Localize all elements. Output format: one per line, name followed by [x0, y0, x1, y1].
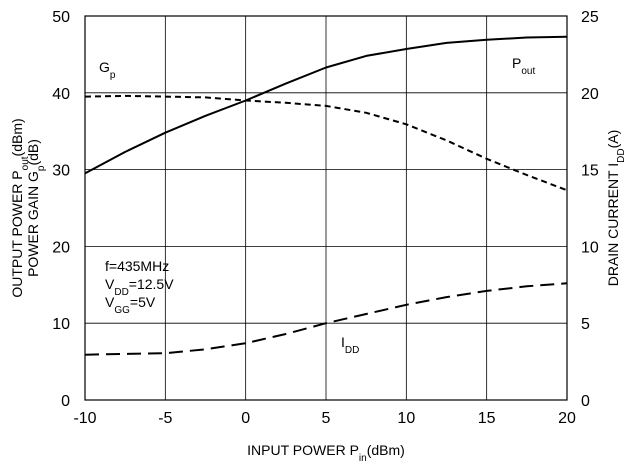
- x-tick-label: 5: [322, 410, 331, 427]
- condition-label: VDD=12.5V: [105, 276, 174, 298]
- y-left-tick-label: 30: [52, 163, 70, 180]
- x-tick-label: -5: [158, 410, 172, 427]
- plot-frame: [84, 15, 568, 401]
- tick-labels: -10 -5 0 5 10 15 20 0 10 20 30 40 50 0 5 10 15 20 25: [52, 9, 599, 427]
- series-line-i-dd: [84, 282, 568, 356]
- y-left-tick-label: 50: [52, 9, 70, 26]
- y-left-tick-label: 20: [52, 239, 70, 256]
- x-tick-label: 15: [478, 410, 496, 427]
- series-line-p-out: [84, 35, 568, 175]
- series-layer: [84, 35, 568, 356]
- y-right-tick-label: 0: [581, 393, 590, 410]
- y-left-tick-label: 10: [52, 316, 70, 333]
- condition-label: VGG=5V: [105, 294, 156, 316]
- x-tick-label: 10: [397, 410, 415, 427]
- y-left-axis-label-2: POWER GAIN Gp(dB): [25, 139, 47, 277]
- x-tick-label: 20: [558, 410, 576, 427]
- series-label-g-p: Gp: [99, 59, 116, 81]
- y-right-tick-label: 25: [581, 9, 599, 26]
- x-axis-label: INPUT POWER Pin(dBm): [247, 442, 405, 464]
- series-line-g-p: [84, 94, 568, 192]
- series-label-i-dd: IDD: [341, 334, 359, 356]
- series-label-p-out: Pout: [512, 55, 535, 77]
- condition-label: f=435MHz: [105, 258, 169, 274]
- y-left-axis-label-1: OUTPUT POWER Pout(dBm): [9, 118, 31, 297]
- y-left-tick-label: 0: [61, 393, 70, 410]
- y-right-tick-label: 20: [581, 86, 599, 103]
- grid: [84, 15, 568, 401]
- axis-labels: INPUT POWER Pin(dBm) OUTPUT POWER Pout(dB…: [9, 118, 627, 463]
- y-right-axis-label: DRAIN CURRENT IDD(A): [605, 130, 627, 287]
- x-tick-label: 0: [241, 410, 250, 427]
- y-right-tick-label: 15: [581, 163, 599, 180]
- y-right-tick-label: 10: [581, 239, 599, 256]
- y-right-tick-label: 5: [581, 316, 590, 333]
- y-left-tick-label: 40: [52, 86, 70, 103]
- x-tick-label: -10: [73, 410, 96, 427]
